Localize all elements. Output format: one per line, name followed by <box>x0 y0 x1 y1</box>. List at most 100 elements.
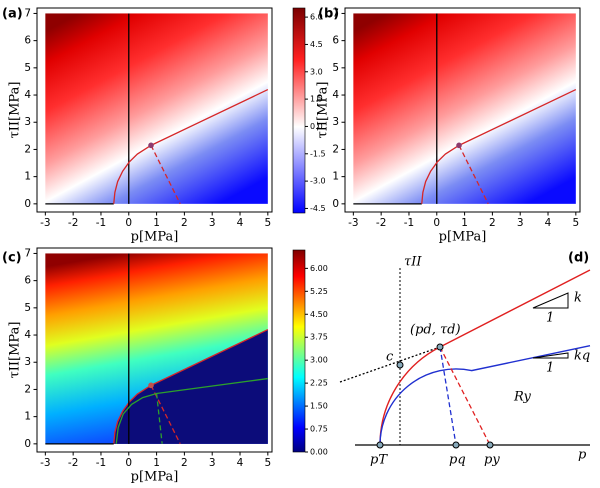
label: py <box>484 453 500 468</box>
label: (pd, τd) <box>410 323 461 338</box>
label: 1 <box>546 361 554 376</box>
x-tick-label: 5 <box>264 457 271 469</box>
label: kq <box>574 349 590 364</box>
label: c <box>386 350 394 365</box>
colorbar <box>292 249 306 453</box>
colorbar-tick-label: 1.50 <box>310 402 328 411</box>
point-d <box>436 343 444 351</box>
x-axis-label: p[MPa] <box>131 470 179 485</box>
colorbar-tick-label: 4.5 <box>310 40 323 49</box>
x-tick-label: -3 <box>40 457 50 469</box>
panel-label: (a) <box>2 7 23 22</box>
y-tick-label: 5 <box>24 302 31 314</box>
x-tick-label: -3 <box>40 217 50 229</box>
x-tick-label: 2 <box>181 217 188 229</box>
x-axis-label: p[MPa] <box>439 230 487 245</box>
x-tick-label: 1 <box>153 457 160 469</box>
label: 1 <box>546 311 554 326</box>
colorbar-tick-label: 5.25 <box>310 287 328 296</box>
y-axis-label: τII[MPa] <box>8 322 23 379</box>
colorbar-tick-label: 2.25 <box>310 379 328 388</box>
curve <box>458 145 489 205</box>
x-tick-label: 3 <box>209 217 216 229</box>
slope-kq <box>532 352 569 359</box>
x-tick-label: -2 <box>68 457 78 469</box>
y-tick-label: 0 <box>24 438 31 450</box>
label: pT <box>370 453 388 468</box>
x-tick-label: 1 <box>153 217 160 229</box>
curve <box>150 385 181 445</box>
y-axis-label: τII[MPa] <box>316 82 331 139</box>
colorbar-tick-label: 3.00 <box>310 356 328 365</box>
x-tick-label: 0 <box>125 217 132 229</box>
point <box>456 142 462 149</box>
y-tick-label: 7 <box>332 7 339 19</box>
x-tick-label: -3 <box>348 217 358 229</box>
plot-frame <box>36 7 273 213</box>
y-tick-label: 1 <box>24 411 31 423</box>
y-tick-label: 2 <box>24 143 31 155</box>
point-c <box>396 361 404 369</box>
point <box>148 382 154 389</box>
y-tick-label: 5 <box>24 62 31 74</box>
label: p <box>578 448 587 463</box>
x-tick-label: -1 <box>96 217 106 229</box>
x-tick-label: 5 <box>572 217 579 229</box>
curve <box>155 393 163 444</box>
x-tick-label: -2 <box>68 217 78 229</box>
panel-label: (c) <box>2 251 22 266</box>
colorbar-tick-label: -4.5 <box>310 204 326 213</box>
label: pq <box>449 453 466 468</box>
diagram: (d) τII p (pd, τd) k 1 kq 1 c Ry pT pq p… <box>339 251 591 468</box>
y-tick-label: 0 <box>332 198 339 210</box>
point-pq <box>452 441 460 449</box>
x-tick-label: 1 <box>461 217 468 229</box>
x-axis-label: p[MPa] <box>131 230 179 245</box>
colorbar-tick-label: 6.0 <box>310 13 323 22</box>
y-tick-label: 3 <box>332 116 339 128</box>
colorbar-tick-label: 1.5 <box>310 95 323 104</box>
curve <box>150 145 181 205</box>
y-tick-label: 3 <box>24 356 31 368</box>
x-tick-label: 2 <box>489 217 496 229</box>
x-tick-label: 0 <box>433 217 440 229</box>
x-tick-label: 2 <box>181 457 188 469</box>
y-tick-label: 3 <box>24 116 31 128</box>
y-tick-label: 4 <box>332 89 339 101</box>
panel-label: (b) <box>318 7 339 22</box>
point <box>148 142 154 149</box>
plot-frame <box>344 7 581 213</box>
colorbar-tick-label: -1.5 <box>310 149 326 158</box>
y-tick-label: 7 <box>24 247 31 259</box>
x-tick-label: -1 <box>404 217 414 229</box>
x-tick-label: 4 <box>237 217 244 229</box>
region <box>113 329 268 444</box>
x-tick-label: 3 <box>517 217 524 229</box>
panel-label: (d) <box>568 251 589 266</box>
colorbar-tick-label: 0.75 <box>310 425 328 434</box>
q-line <box>439 346 457 446</box>
label: τII <box>404 255 422 270</box>
label: k <box>574 291 582 306</box>
y-tick-label: 6 <box>332 35 339 47</box>
x-tick-label: 5 <box>264 217 271 229</box>
colorbar-tick-label: 3.0 <box>310 67 323 76</box>
slope-k <box>532 292 569 309</box>
y-tick-label: 6 <box>24 35 31 47</box>
x-tick-label: 3 <box>209 457 216 469</box>
contour-field <box>45 13 268 204</box>
ry-line <box>439 346 491 446</box>
y-tick-label: 7 <box>24 7 31 19</box>
x-tick-label: 4 <box>545 217 552 229</box>
point-pt <box>376 441 384 449</box>
contour-field <box>353 13 576 204</box>
y-tick-label: 2 <box>24 383 31 395</box>
plot-frame <box>36 247 273 453</box>
colorbar-tick-label: 3.75 <box>310 333 328 342</box>
cohesion-line <box>339 346 441 383</box>
x-tick-label: 0 <box>125 457 132 469</box>
y-tick-label: 0 <box>24 198 31 210</box>
colorbar-tick-label: 0.00 <box>310 448 328 457</box>
y-tick-label: 4 <box>24 89 31 101</box>
